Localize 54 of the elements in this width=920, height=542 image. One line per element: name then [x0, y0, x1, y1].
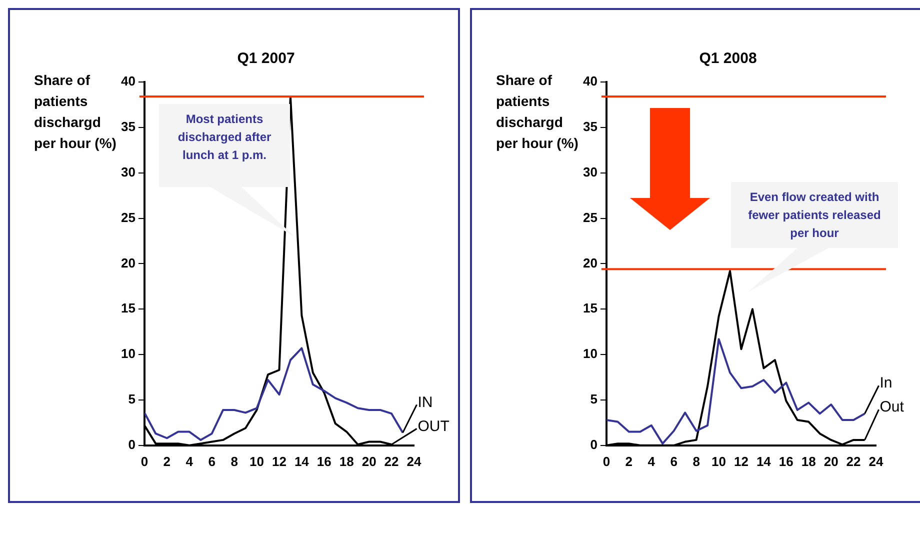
series-label: IN — [418, 394, 433, 411]
x-tick-label: 8 — [230, 454, 238, 469]
x-tick-label: 18 — [339, 454, 354, 469]
x-tick-label: 20 — [362, 454, 376, 469]
x-tick-label: 12 — [734, 454, 748, 469]
x-tick-label: 4 — [186, 454, 194, 469]
x-tick-label: 22 — [384, 454, 399, 469]
annotation: Even flow created with fewer patients released per hour — [731, 182, 898, 248]
series-label: In — [880, 374, 892, 392]
y-tick-label: 10 — [582, 346, 598, 362]
x-tick-label: 6 — [208, 454, 216, 469]
x-tick-label: 14 — [294, 454, 310, 469]
x-tick-label: 24 — [868, 454, 884, 469]
y-tick-label: 25 — [582, 210, 598, 225]
x-tick-label: 20 — [824, 454, 838, 469]
x-tick-label: 12 — [272, 454, 286, 469]
x-tick-label: 22 — [846, 454, 861, 469]
y-tick-label: 40 — [120, 74, 136, 89]
y-tick-label: 40 — [582, 74, 598, 89]
x-tick-label: 14 — [756, 454, 772, 469]
y-axis-title: Share of patients dischargd per hour (%) — [496, 71, 580, 153]
y-tick-label: 35 — [582, 119, 598, 134]
x-tick-label: 6 — [670, 454, 678, 469]
y-axis-title: Share of patients dischargd per hour (%) — [34, 71, 118, 153]
y-tick-label: 20 — [582, 255, 598, 270]
x-tick-label: 16 — [316, 454, 332, 469]
y-tick-label: 30 — [582, 164, 598, 180]
series-label: Out — [880, 398, 905, 416]
legend-label: OUT — [418, 418, 450, 435]
x-tick-label: 2 — [625, 454, 633, 469]
x-tick-label: 4 — [648, 454, 656, 469]
y-tick-label: 35 — [120, 119, 136, 134]
x-tick-label: 8 — [692, 454, 700, 469]
y-tick-label: 0 — [128, 436, 136, 452]
y-tick-label: 20 — [120, 255, 136, 270]
y-tick-label: 25 — [120, 210, 136, 225]
y-tick-label: 5 — [590, 392, 598, 407]
x-tick-label: 10 — [712, 454, 726, 469]
x-tick-label: 24 — [406, 454, 422, 469]
x-tick-label: 0 — [602, 454, 610, 469]
y-tick-label: 15 — [582, 300, 598, 316]
y-tick-label: 10 — [120, 346, 136, 362]
chart-title: Q1 2008 — [699, 50, 757, 68]
chart-title: Q1 2007 — [237, 50, 295, 68]
y-tick-label: 0 — [590, 436, 598, 452]
x-tick-label: 18 — [801, 454, 816, 469]
annotation: Most patients discharged after lunch at 1 p.m. — [159, 104, 290, 187]
y-tick-label: 15 — [120, 300, 136, 316]
y-tick-label: 5 — [128, 392, 136, 407]
x-tick-label: 2 — [163, 454, 171, 469]
y-tick-label: 30 — [120, 164, 136, 180]
x-tick-label: 16 — [778, 454, 794, 469]
x-tick-label: 10 — [250, 454, 264, 469]
x-tick-label: 0 — [140, 454, 148, 469]
